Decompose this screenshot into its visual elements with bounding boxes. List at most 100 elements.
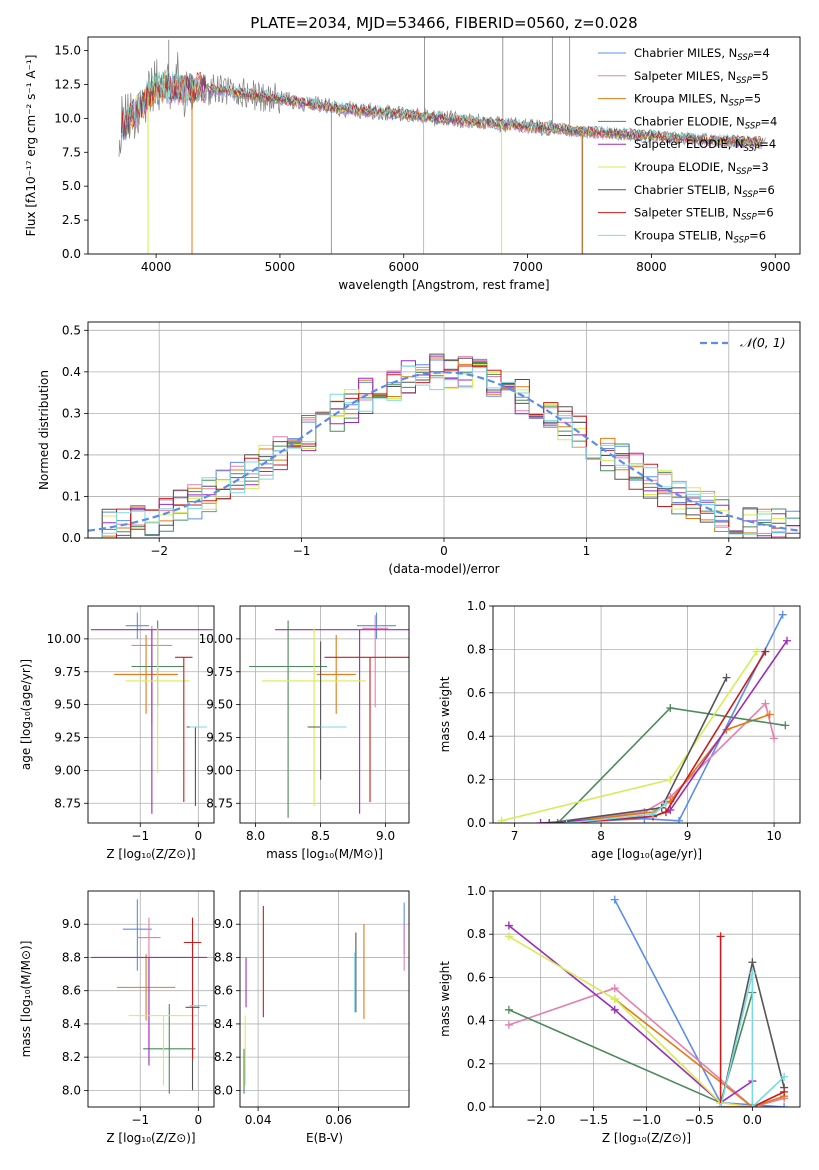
marker-chabrier_miles xyxy=(778,610,787,619)
marker-salpeter_miles xyxy=(770,734,779,743)
tick-label-y: 0.4 xyxy=(62,365,81,379)
plot-area xyxy=(240,606,409,823)
tick-label-x: −1 xyxy=(131,1113,149,1127)
plot-area xyxy=(493,606,800,823)
legend: Chabrier MILES, NSSP=4 Salpeter MILES, NS… xyxy=(598,46,777,245)
marker-salpeter_elodie xyxy=(610,1005,619,1014)
tick-label-y: 9.50 xyxy=(54,698,81,712)
tick-label-y: 9.50 xyxy=(206,698,233,712)
panel-age_vs_mass: 8.0 8.5 9.0 8.75 9.00 9.25 9.50 9.75 10.00 mass [… xyxy=(199,605,410,861)
marker-chabrier_elodie xyxy=(781,721,790,730)
tick-label-x: 8 xyxy=(597,829,605,843)
tick-label-x: 9000 xyxy=(760,260,791,274)
x-axis-label: wavelength [Angstrom, rest frame] xyxy=(338,278,549,292)
marker-salpeter_elodie xyxy=(536,819,545,823)
x-axis-label: Z [log₁₀(Z/Z⊙)] xyxy=(106,1131,195,1145)
tick-label-y: 0.5 xyxy=(62,323,81,337)
tick-label-y: 10.0 xyxy=(54,111,81,125)
errorbar-point-kroupa_elodie xyxy=(125,628,190,774)
tick-label-y: 0.8 xyxy=(467,927,486,941)
tick-label-y: 0.8 xyxy=(467,642,486,656)
marker-chabrier_stelib xyxy=(748,958,757,967)
marker-salpeter_stelib xyxy=(761,647,770,656)
y-axis-label: mass weight xyxy=(438,676,452,752)
panel-age_vs_Z: −1 0 8.75 9.00 9.25 9.50 9.75 10.00 Z [log₁₀(Z/Z… xyxy=(19,605,215,861)
tick-label-x: −0.5 xyxy=(685,1113,714,1127)
errorbar-point-salpeter_stelib xyxy=(324,656,409,802)
legend-label: Kroupa MILES, NSSP=5 xyxy=(634,92,761,109)
model-spectrum-salpeter_stelib xyxy=(121,72,763,145)
tick-label-x: 0 xyxy=(440,544,448,558)
errorbar-point-chabrier_miles xyxy=(122,899,152,971)
model-spectrum-salpeter_elodie xyxy=(121,74,763,147)
plot-area xyxy=(240,891,409,1107)
series-line-kroupa_miles xyxy=(614,998,785,1107)
tick-label-y: 8.8 xyxy=(214,950,233,964)
histogram-kroupa_stelib xyxy=(88,365,800,538)
model-spectrum-chabrier_stelib xyxy=(121,73,763,146)
series-line-kroupa_elodie xyxy=(508,935,753,1107)
tick-label-y: 0.6 xyxy=(467,970,486,984)
panel-mass_weight_vs_Z: −2.0 −1.5 −1.0 −0.5 0.0 0.0 0.2 0.4 0.6 0.8 1.0 Z [… xyxy=(438,884,801,1145)
axes-frame xyxy=(492,890,801,1108)
marker-kroupa_stelib xyxy=(562,819,571,823)
tick-label-y: 0.4 xyxy=(467,729,486,743)
marker-salpeter_elodie xyxy=(504,921,513,930)
tick-label-y: 10.00 xyxy=(47,632,81,646)
tick-label-y: 8.75 xyxy=(54,796,81,810)
x-axis-label: (data-model)/error xyxy=(388,562,499,576)
tick-label-x: −1.5 xyxy=(579,1113,608,1127)
tick-label-y: 1.0 xyxy=(467,884,486,898)
errorbar-point-salpeter_elodie xyxy=(275,629,409,814)
tick-label-y: 0.2 xyxy=(467,1057,486,1071)
legend-label: Kroupa ELODIE, NSSP=3 xyxy=(634,160,769,177)
errorbar-point-chabrier_miles xyxy=(357,612,396,639)
marker-chabrier_stelib xyxy=(545,819,554,823)
errorbar-point-kroupa_miles xyxy=(316,634,356,714)
marker-kroupa_stelib xyxy=(748,969,757,978)
tick-label-y: 0.0 xyxy=(467,816,486,830)
marker-kroupa_stelib xyxy=(780,1072,789,1081)
plot-spectrum xyxy=(118,37,766,254)
tick-label-y: 0.0 xyxy=(62,531,81,545)
tick-label-y: 0.2 xyxy=(62,448,81,462)
series-line-salpeter_stelib xyxy=(719,936,785,1107)
tick-label-y: 9.25 xyxy=(54,731,81,745)
normal-curve xyxy=(88,371,800,532)
x-axis-label: Z [log₁₀(Z/Z⊙)] xyxy=(602,1131,691,1145)
legend-label: Salpeter STELIB, NSSP=6 xyxy=(634,206,774,223)
tick-label-x: 0.04 xyxy=(245,1113,272,1127)
panel-mass_weight_vs_age: 7 8 9 10 0.0 0.2 0.4 0.6 0.8 1.0 age [log₁₀(age/yr… xyxy=(438,599,801,861)
tick-label-x: 2 xyxy=(725,544,733,558)
tick-label-y: 1.0 xyxy=(467,599,486,613)
tick-label-x: 8.5 xyxy=(311,829,330,843)
tick-label-y: 9.75 xyxy=(54,665,81,679)
panel-spectrum: 4000 5000 6000 7000 8000 9000 0.0 2.5 5.0 7.5 10.0… xyxy=(24,14,801,292)
model-spectrum-kroupa_stelib xyxy=(121,71,763,145)
tick-label-x: 1 xyxy=(583,544,591,558)
tick-label-y: 8.8 xyxy=(62,950,81,964)
axes-frame xyxy=(239,605,410,824)
marker-chabrier_miles xyxy=(780,1103,789,1107)
tick-label-y: 8.2 xyxy=(214,1050,233,1064)
marker-salpeter_stelib xyxy=(780,1087,789,1096)
marker-chabrier_miles xyxy=(674,816,683,823)
errorbar-point-kroupa_elodie xyxy=(262,628,367,806)
errorbar-point-kroupa_elodie xyxy=(128,1015,199,1086)
tick-label-x: −2 xyxy=(150,544,168,558)
marker-kroupa_miles xyxy=(765,710,774,719)
marker-kroupa_stelib xyxy=(716,1103,725,1107)
chart-title: PLATE=2034, MJD=53466, FIBERID=0560, z=0… xyxy=(250,14,637,32)
plot-mass_weight_vs_age xyxy=(497,610,792,823)
tick-label-y: 8.4 xyxy=(62,1017,81,1031)
tick-label-x: −2.0 xyxy=(526,1113,555,1127)
tick-label-x: −1.0 xyxy=(632,1113,661,1127)
plot-mass_vs_ebv xyxy=(243,902,405,1094)
model-spectrum-kroupa_elodie xyxy=(121,73,763,147)
marker-salpeter_miles xyxy=(761,699,770,708)
tick-label-y: 0.0 xyxy=(62,247,81,261)
tick-label-x: 5000 xyxy=(265,260,296,274)
legend-label: Chabrier ELODIE, NSSP=4 xyxy=(634,114,777,131)
marker-kroupa_elodie xyxy=(504,932,513,941)
tick-label-y: 9.25 xyxy=(206,731,233,745)
